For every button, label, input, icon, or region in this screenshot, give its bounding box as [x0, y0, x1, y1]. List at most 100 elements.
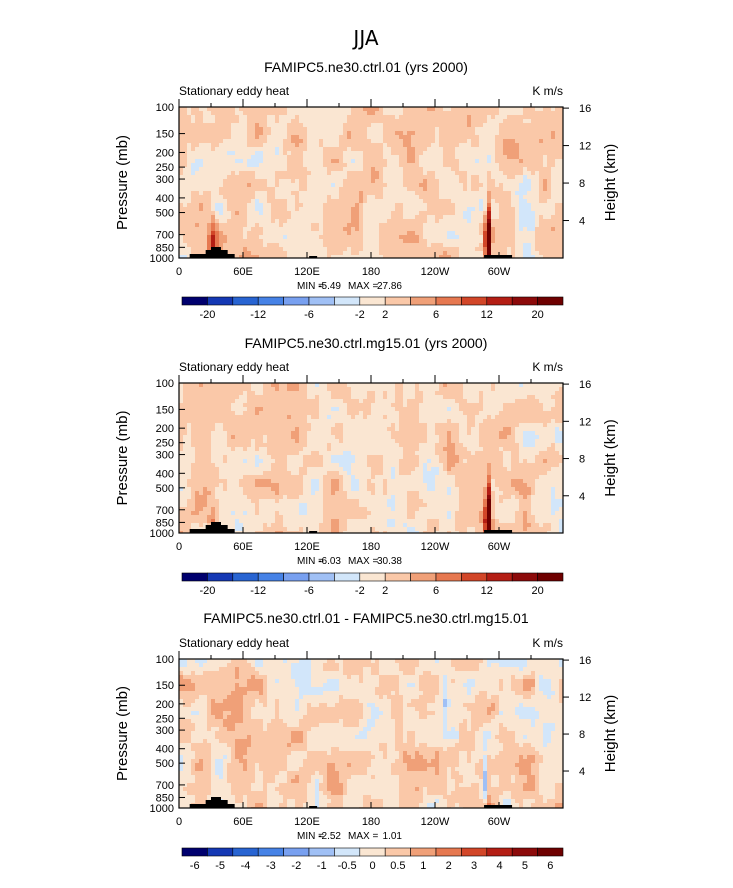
y-tick-label: 100 [156, 102, 174, 114]
colorbar-label: -1 [317, 860, 327, 872]
colorbar-swatch [384, 296, 411, 306]
colorbar-label: -2 [355, 585, 365, 597]
x-tick-label: 60W [488, 816, 511, 828]
right-string: K m/s [532, 84, 563, 98]
colorbar-swatch [537, 296, 564, 306]
colorbar-swatch [461, 847, 488, 857]
y2-axis: 4 8 12 16 Height (km) [563, 103, 619, 228]
colorbar-swatch [511, 296, 538, 306]
y2-tick-label: 8 [579, 729, 585, 741]
colorbar-swatch [207, 572, 234, 582]
colorbar-swatch [334, 296, 361, 306]
chart-panel-3: FAMIPC5.ne30.ctrl.01 - FAMIPC5.ne30.ctrl… [114, 610, 619, 872]
right-string: K m/s [532, 636, 563, 650]
y-tick-label: 100 [156, 378, 174, 390]
colorbar-swatch [435, 572, 462, 582]
colorbar-label: -12 [250, 309, 266, 321]
y2-axis-label: Height (km) [602, 695, 619, 773]
figure-title: JJA [351, 26, 378, 50]
colorbar-label: 0 [369, 860, 375, 872]
min-max-annotation: MIN = -6.03 MAX = 30.38 [297, 556, 402, 567]
y-tick-label: 700 [156, 505, 174, 517]
colorbar-swatch [257, 296, 284, 306]
y-tick-label: 500 [156, 758, 174, 770]
colorbar-swatch [283, 572, 310, 582]
colorbar-swatch [283, 296, 310, 306]
colorbar-label: 12 [481, 585, 493, 597]
right-string: K m/s [532, 360, 563, 374]
chart-panel-1: FAMIPC5.ne30.ctrl.01 (yrs 2000) Stationar… [114, 59, 619, 321]
x-tick-label: 0 [176, 816, 182, 828]
x-tick-label: 120W [421, 816, 450, 828]
min-max-annotation: MIN = -2.52 MAX = 1.01 [297, 831, 402, 842]
colorbar-swatch [308, 296, 335, 306]
left-string: Stationary eddy heat [179, 636, 290, 650]
colorbar-swatch [232, 296, 259, 306]
colorbar-label: -6 [304, 585, 314, 597]
colorbar-label: 6 [433, 585, 439, 597]
y-tick-label: 200 [156, 699, 174, 711]
colorbar: -20 -12 -6 -2 2 6 12 20 [181, 572, 564, 597]
y2-axis: 4 8 12 16 Height (km) [563, 379, 619, 503]
y-tick-label: 300 [156, 450, 174, 462]
y2-axis: 4 8 12 16 Height (km) [563, 655, 619, 778]
x-tick-label: 0 [176, 541, 182, 553]
y2-axis-label: Height (km) [602, 419, 619, 497]
y-tick-label: 300 [156, 725, 174, 737]
y-tick-label: 1000 [150, 253, 174, 265]
colorbar-swatch [232, 572, 259, 582]
y2-tick-label: 16 [579, 379, 591, 391]
left-string: Stationary eddy heat [179, 360, 290, 374]
y-tick-label: 400 [156, 468, 174, 480]
colorbar-swatch [537, 572, 564, 582]
panel-title: FAMIPC5.ne30.ctrl.01 - FAMIPC5.ne30.ctrl… [203, 610, 528, 626]
y-tick-label: 150 [156, 129, 174, 141]
x-tick-label: 60E [233, 816, 253, 828]
y-tick-label: 250 [156, 162, 174, 174]
y2-axis-label: Height (km) [602, 144, 619, 222]
colorbar-swatch [359, 572, 386, 582]
colorbar-swatch [410, 847, 437, 857]
y-axis-label: Pressure (mb) [114, 135, 131, 230]
terrain-mask [189, 247, 513, 258]
heatmap-field [179, 659, 563, 808]
min-value: -6.03 [318, 556, 341, 567]
y2-tick-label: 16 [579, 103, 591, 115]
colorbar-label: 2 [382, 585, 388, 597]
min-label: MIN = [297, 281, 324, 292]
y-tick-label: 250 [156, 713, 174, 725]
colorbar-label: 20 [531, 585, 543, 597]
x-tick-label: 180 [362, 541, 380, 553]
colorbar-label: -2 [291, 860, 301, 872]
colorbar-label: -12 [250, 585, 266, 597]
max-value: 1.01 [383, 831, 403, 842]
colorbar-swatch [410, 296, 437, 306]
x-tick-label: 60E [233, 541, 253, 553]
colorbar-swatch [181, 296, 208, 306]
terrain-mask [189, 522, 513, 533]
max-value: 27.86 [377, 281, 402, 292]
colorbar-swatch [181, 847, 208, 857]
y-tick-label: 1000 [150, 803, 174, 815]
x-tick-label: 60E [233, 266, 253, 278]
colorbar-label: 5 [522, 860, 528, 872]
colorbar-label: 4 [496, 860, 502, 872]
colorbar: -20 -12 -6 -2 2 6 12 20 [181, 296, 564, 321]
colorbar-label: -20 [199, 585, 215, 597]
chart-panel-2: FAMIPC5.ne30.ctrl.mg15.01 (yrs 2000) Stat… [114, 335, 619, 597]
colorbar-swatch [435, 296, 462, 306]
colorbar-swatch [461, 572, 488, 582]
colorbar-swatch [283, 847, 310, 857]
min-max-annotation: MIN = -5.49 MAX = 27.86 [297, 281, 402, 292]
colorbar-swatch [232, 847, 259, 857]
y-axis-label: Pressure (mb) [114, 410, 131, 505]
x-tick-label: 120E [294, 541, 320, 553]
panel-title: FAMIPC5.ne30.ctrl.mg15.01 (yrs 2000) [245, 335, 488, 351]
y-tick-label: 100 [156, 654, 174, 666]
x-tick-label: 60W [488, 541, 511, 553]
y-tick-label: 850 [156, 517, 174, 529]
colorbar-label: -6 [190, 860, 200, 872]
colorbar-label: 2 [382, 309, 388, 321]
y-tick-label: 150 [156, 680, 174, 692]
